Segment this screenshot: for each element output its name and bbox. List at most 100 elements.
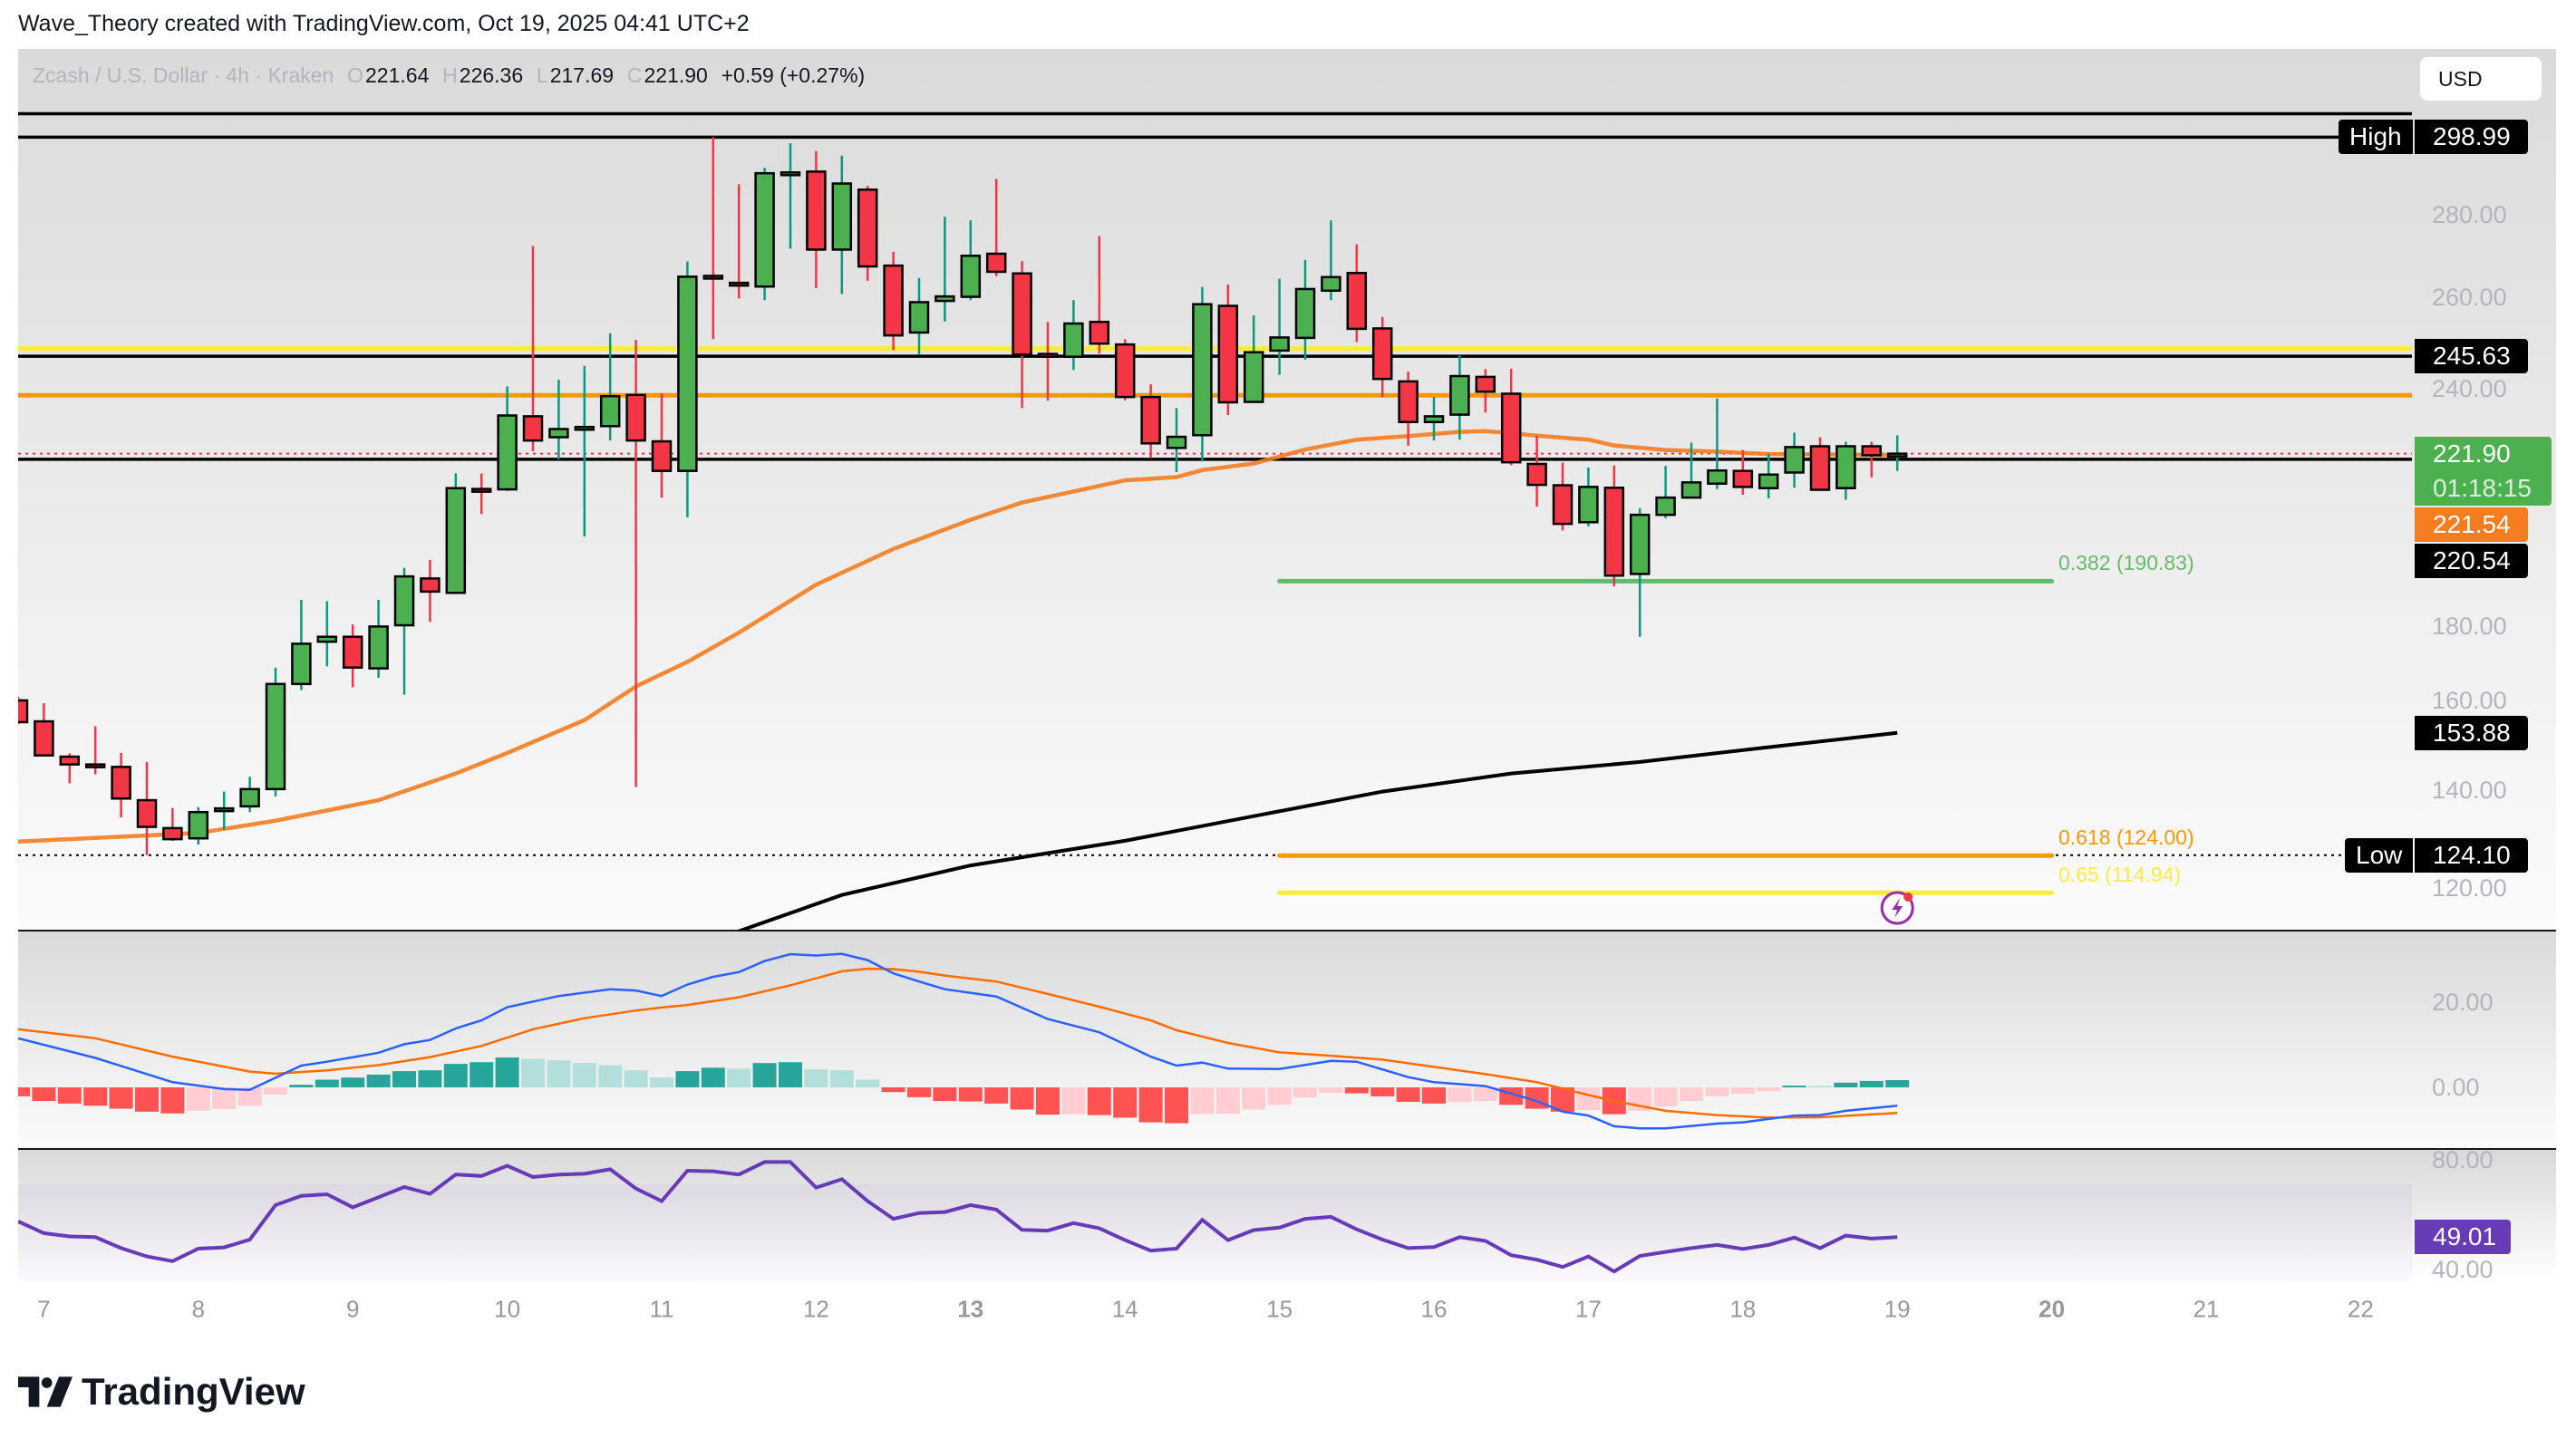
candle-body — [1629, 513, 1651, 575]
candle-body — [548, 428, 569, 439]
candle-up — [1243, 314, 1264, 403]
time-axis-label: 8 — [191, 1295, 206, 1323]
candle-body — [1655, 496, 1676, 516]
candle-body — [1758, 473, 1779, 489]
candle-up — [1269, 278, 1290, 375]
macd-histogram-bar — [495, 1057, 519, 1087]
macd-histogram-bar — [1448, 1087, 1472, 1103]
macd-histogram-bar — [1370, 1087, 1395, 1096]
macd-histogram-bar — [418, 1070, 442, 1087]
candle-body — [1423, 415, 1445, 424]
candle-body — [84, 763, 106, 768]
macd-histogram-bar — [264, 1087, 287, 1096]
macd-histogram-bar — [443, 1064, 468, 1087]
candle-up — [1655, 466, 1676, 518]
candle-body — [420, 577, 441, 594]
candle-up — [599, 333, 621, 441]
candle-down — [728, 184, 750, 299]
macd-histogram-bar — [1319, 1087, 1343, 1094]
candle-body — [470, 487, 492, 493]
candle-up — [574, 365, 596, 537]
macd-histogram-bar — [804, 1069, 828, 1087]
macd-histogram-bar — [1087, 1087, 1111, 1115]
macd-histogram-bar — [1782, 1086, 1806, 1087]
rsi-pane[interactable] — [18, 1150, 2556, 1281]
price-axis-label: 120.00 — [2432, 874, 2507, 902]
candle-down — [1012, 261, 1032, 409]
macd-histogram-bar — [470, 1062, 494, 1087]
close-label: C — [626, 63, 643, 87]
macd-histogram-bar — [289, 1085, 314, 1087]
price-axis-label: 160.00 — [2432, 686, 2507, 714]
candle-down — [702, 137, 724, 340]
candle-down — [1114, 339, 1136, 401]
candle-up — [188, 806, 209, 845]
time-axis[interactable] — [18, 1281, 2556, 1338]
currency-button[interactable]: USD — [2420, 57, 2542, 101]
macd-histogram-bar — [1859, 1080, 1884, 1087]
lightning-icon[interactable] — [1880, 891, 1914, 925]
candle-body — [831, 182, 853, 251]
macd-histogram-bar — [958, 1087, 983, 1102]
macd-histogram-bar — [1036, 1087, 1060, 1115]
macd-histogram-bar — [315, 1079, 339, 1087]
macd-histogram-bar — [1113, 1087, 1138, 1118]
candle-body — [1578, 486, 1599, 524]
time-axis-label: 16 — [1420, 1295, 1448, 1323]
candle-down — [1037, 322, 1059, 401]
macd-histogram-bar — [83, 1087, 108, 1106]
macd-histogram-bar — [1653, 1087, 1678, 1107]
candle-body — [1294, 287, 1316, 340]
candle-body — [265, 682, 286, 791]
candle-body — [1140, 395, 1161, 445]
candle-down — [470, 473, 492, 515]
macd-histogram-bar — [18, 1087, 30, 1096]
time-axis-label: 10 — [494, 1295, 521, 1323]
macd-histogram-bar — [598, 1065, 623, 1087]
macd-histogram-bar — [1808, 1086, 1832, 1087]
candle-body — [368, 625, 389, 670]
candle-down — [625, 340, 646, 787]
macd-histogram-bar — [1885, 1079, 1910, 1087]
macd-histogram-bar — [1165, 1087, 1188, 1124]
candle-up — [780, 143, 801, 249]
candle-body — [1192, 303, 1213, 437]
macd-pane[interactable] — [18, 932, 2556, 1150]
candle-down — [111, 752, 131, 818]
candle-up — [1707, 398, 1728, 489]
macd-histogram-bar — [856, 1079, 880, 1087]
low-label: L — [536, 63, 548, 87]
candle-up — [265, 667, 286, 796]
macd-histogram-bar — [1061, 1087, 1086, 1115]
candle-body — [806, 170, 827, 251]
candle-up — [497, 386, 518, 491]
candle-up — [316, 601, 338, 667]
candle-body — [1012, 272, 1032, 356]
price-tag-value: 153.88 — [2433, 718, 2511, 747]
macd-histogram-bar — [1293, 1087, 1317, 1098]
price-pane[interactable] — [18, 49, 2556, 932]
candle-body — [1449, 374, 1470, 416]
macd-histogram-bar — [829, 1070, 854, 1087]
candle-down — [342, 624, 363, 688]
symbol-legend[interactable]: Zcash / U.S. Dollar · 4h · Kraken O221.6… — [33, 63, 867, 88]
tradingview-logo[interactable]: TradingView — [18, 1370, 305, 1414]
price-tag-value: 221.90 — [2433, 439, 2511, 468]
candle-down — [84, 726, 106, 775]
candle-body — [1217, 304, 1239, 404]
candle-down — [1346, 244, 1368, 343]
candle-body — [908, 301, 930, 334]
time-axis-label: 14 — [1111, 1295, 1138, 1323]
candle-body — [728, 281, 750, 287]
candle-up — [1166, 408, 1187, 473]
price-axis-label: 280.00 — [2432, 201, 2507, 229]
price-tag-value: 124.10 — [2433, 840, 2511, 869]
price-tag: 221.54 — [2415, 507, 2528, 542]
macd-axis-label: 20.00 — [2432, 988, 2494, 1016]
candle-down — [1398, 372, 1419, 447]
ema-slow-line — [738, 730, 1898, 930]
candle-body — [599, 394, 621, 428]
candle-body — [34, 719, 54, 757]
high-label: H — [442, 63, 458, 87]
time-axis-label: 18 — [1729, 1295, 1757, 1323]
